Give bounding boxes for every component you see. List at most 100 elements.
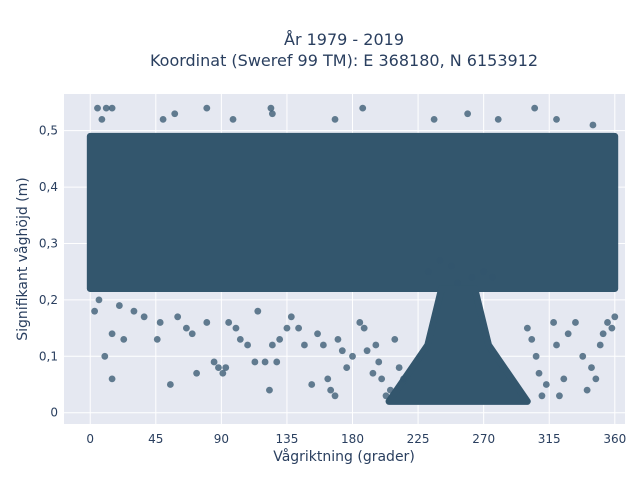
scatter-point [153, 335, 161, 343]
scatter-point [608, 324, 616, 332]
scatter-point [588, 364, 595, 371]
scatter-point [372, 341, 380, 349]
scatter-point [523, 324, 531, 332]
scatter-point [203, 104, 211, 112]
scatter-point [268, 341, 276, 349]
scatter-point [560, 375, 568, 383]
scatter-point [236, 335, 244, 343]
scatter-point [564, 330, 572, 338]
scatter-point [359, 104, 367, 112]
scatter-point [338, 347, 346, 355]
scatter-point [572, 319, 579, 326]
scatter-point [550, 319, 557, 326]
scatter-point [219, 369, 227, 377]
scatter-point [98, 115, 106, 123]
scatter-point [314, 330, 321, 338]
scatter-point [391, 335, 399, 343]
scatter-point [349, 352, 356, 360]
scatter-point [108, 330, 116, 338]
scatter-point [531, 104, 539, 112]
scatter-point [464, 110, 472, 118]
scatter-point [251, 358, 259, 366]
scatter-point [91, 307, 98, 315]
scatter-point [331, 115, 339, 123]
scatter-point [140, 313, 148, 321]
scatter-point [101, 352, 109, 360]
scatter-point [267, 104, 275, 112]
y-axis-title: Signifikant våghöjd (m) [14, 177, 31, 340]
scatter-point [244, 341, 252, 349]
scatter-point [553, 341, 560, 349]
y-axis-ticks: 0 0,1 0,2 0,3 0,4 0,5 [39, 124, 58, 420]
scatter-point [108, 104, 116, 112]
scatter-point [538, 392, 546, 400]
x-axis-title: Vågriktning (grader) [273, 448, 415, 465]
scatter-point [378, 375, 386, 383]
scatter-point [468, 273, 476, 281]
scatter-point [261, 358, 269, 366]
scatter-point [268, 110, 276, 118]
scatter-point [360, 324, 368, 332]
scatter-point [535, 369, 543, 377]
chart-title-line2: Koordinat (Sweref 99 TM): E 368180, N 61… [150, 51, 538, 70]
scatter-point [604, 319, 611, 326]
scatter-point [436, 257, 444, 264]
scatter-point [382, 392, 390, 400]
x-tick-label: 225 [407, 432, 430, 446]
scatter-point [308, 381, 316, 388]
scatter-point [215, 364, 222, 371]
scatter-point [319, 341, 327, 349]
x-tick-label: 45 [148, 432, 163, 446]
data-points [86, 104, 619, 405]
chart-title-line1: År 1979 - 2019 [284, 30, 404, 49]
x-tick-label: 90 [214, 432, 229, 446]
scatter-point [553, 115, 560, 123]
scatter-point [589, 121, 597, 129]
y-tick-label: 0,3 [39, 236, 58, 250]
scatter-point [324, 375, 332, 383]
scatter-point [430, 115, 438, 123]
x-tick-label: 360 [603, 432, 626, 446]
y-tick-label: 0,4 [39, 180, 58, 194]
scatter-point [287, 313, 295, 321]
x-axis-ticks: 0 45 90 135 180 225 270 315 360 [86, 432, 626, 446]
scatter-point [95, 296, 103, 304]
scatter-point [489, 273, 496, 281]
y-tick-label: 0,1 [39, 349, 58, 363]
scatter-point [254, 307, 262, 315]
scatter-point [528, 335, 536, 343]
dense-point-band [86, 132, 619, 293]
scatter-point [108, 375, 116, 383]
y-tick-label: 0,2 [39, 293, 58, 307]
scatter-point [203, 319, 211, 326]
scatter-point [171, 110, 179, 118]
scatter-point [102, 104, 110, 112]
scatter-point [480, 268, 488, 276]
scatter-point [356, 319, 364, 326]
y-tick-label: 0 [50, 406, 58, 420]
scatter-point [115, 302, 123, 309]
scatter-point [494, 115, 502, 123]
scatter-point [334, 335, 342, 343]
scatter-point [448, 262, 455, 270]
scatter-point [276, 335, 284, 343]
scatter-point [331, 392, 339, 400]
scatter-point [387, 386, 394, 394]
dense-point-lobe [385, 285, 531, 405]
scatter-point [120, 335, 128, 343]
scatter-point [395, 364, 403, 371]
scatter-point [532, 352, 540, 360]
scatter-point [174, 313, 182, 321]
x-tick-label: 135 [275, 432, 298, 446]
scatter-point [556, 392, 563, 400]
y-tick-label: 0,5 [39, 124, 58, 138]
scatter-point [579, 352, 587, 360]
x-tick-label: 315 [538, 432, 561, 446]
scatter-point [369, 369, 377, 377]
scatter-point [210, 358, 218, 366]
scatter-point [222, 364, 230, 371]
scatter-point [283, 324, 291, 332]
scatter-point [193, 369, 201, 377]
scatter-point [266, 386, 273, 394]
x-tick-label: 0 [86, 432, 94, 446]
